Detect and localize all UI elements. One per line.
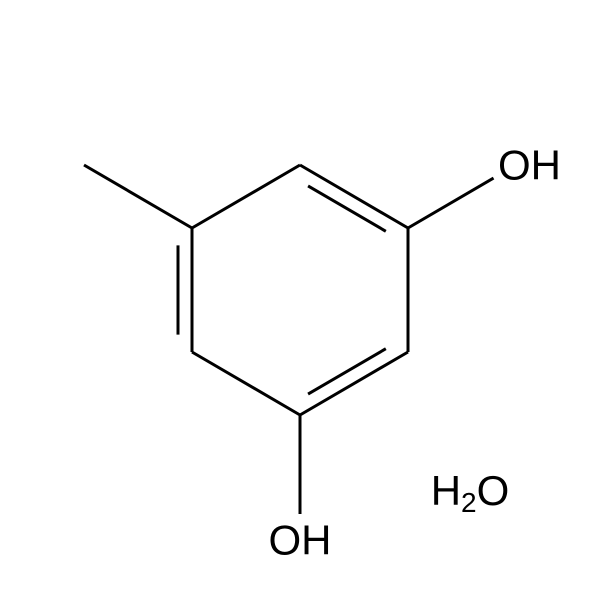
molecule-diagram: OH OH H2O [0, 0, 600, 600]
hydroxyl-label: OH [269, 517, 332, 564]
hydrate-label: H2O [431, 467, 510, 518]
hydroxyl-label: OH [498, 142, 561, 189]
